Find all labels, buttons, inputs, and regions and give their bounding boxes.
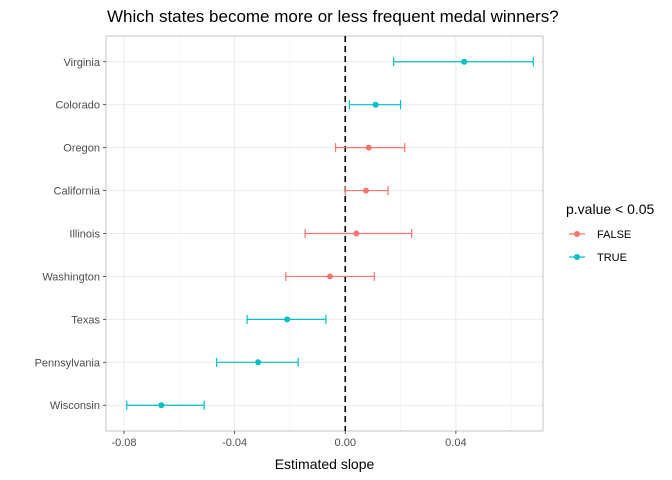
y-tick-label: Virginia xyxy=(64,57,101,69)
plot-panel xyxy=(105,35,544,432)
estimate-point xyxy=(158,402,165,409)
y-tick-label: Illinois xyxy=(69,229,100,241)
legend: p.value < 0.05 FALSE TRUE xyxy=(566,201,655,264)
y-tick-label: California xyxy=(54,186,101,198)
estimate-washington xyxy=(285,271,375,281)
y-tick-label: Oregon xyxy=(63,143,100,155)
estimate-wisconsin xyxy=(126,400,205,410)
y-tick-label: Pennsylvania xyxy=(35,357,101,369)
x-tick-label: -0.04 xyxy=(222,437,247,449)
x-axis-tick-labels: -0.08 -0.04 0.00 0.04 xyxy=(111,431,467,449)
estimate-pennsylvania xyxy=(216,357,299,367)
y-tick-label: Washington xyxy=(42,271,100,283)
estimate-point xyxy=(461,58,468,65)
estimate-point xyxy=(365,144,372,151)
legend-entries: FALSE TRUE xyxy=(569,229,631,264)
estimate-point xyxy=(255,359,262,366)
estimate-point xyxy=(372,101,379,108)
estimate-point xyxy=(284,316,291,323)
chart-title: Which states become more or less frequen… xyxy=(107,7,559,26)
y-tick-label: Wisconsin xyxy=(50,400,100,412)
estimate-point xyxy=(362,187,369,194)
legend-label: FALSE xyxy=(597,229,631,241)
legend-title: p.value < 0.05 xyxy=(566,201,655,217)
estimate-texas xyxy=(246,314,327,324)
legend-key-point xyxy=(574,231,580,237)
x-tick-label: 0.04 xyxy=(445,437,466,449)
estimate-point xyxy=(327,273,334,280)
x-tick-label: -0.08 xyxy=(111,437,136,449)
y-tick-label: Colorado xyxy=(55,100,100,112)
x-tick-label: 0.00 xyxy=(335,437,356,449)
estimate-illinois xyxy=(304,229,413,238)
estimate-colorado xyxy=(348,100,402,110)
y-axis-tick-labels: Virginia Colorado Oregon California Illinois… xyxy=(35,57,106,412)
x-axis-title: Estimated slope xyxy=(275,456,375,472)
estimate-california xyxy=(344,186,389,196)
legend-key-point xyxy=(574,254,580,260)
legend-entry-true: TRUE xyxy=(569,252,627,264)
legend-entry-false: FALSE xyxy=(569,229,631,241)
legend-label: TRUE xyxy=(597,252,627,264)
estimate-virginia xyxy=(393,57,534,67)
y-tick-label: Texas xyxy=(71,314,100,326)
estimate-oregon xyxy=(334,143,406,153)
estimate-point xyxy=(353,230,360,237)
